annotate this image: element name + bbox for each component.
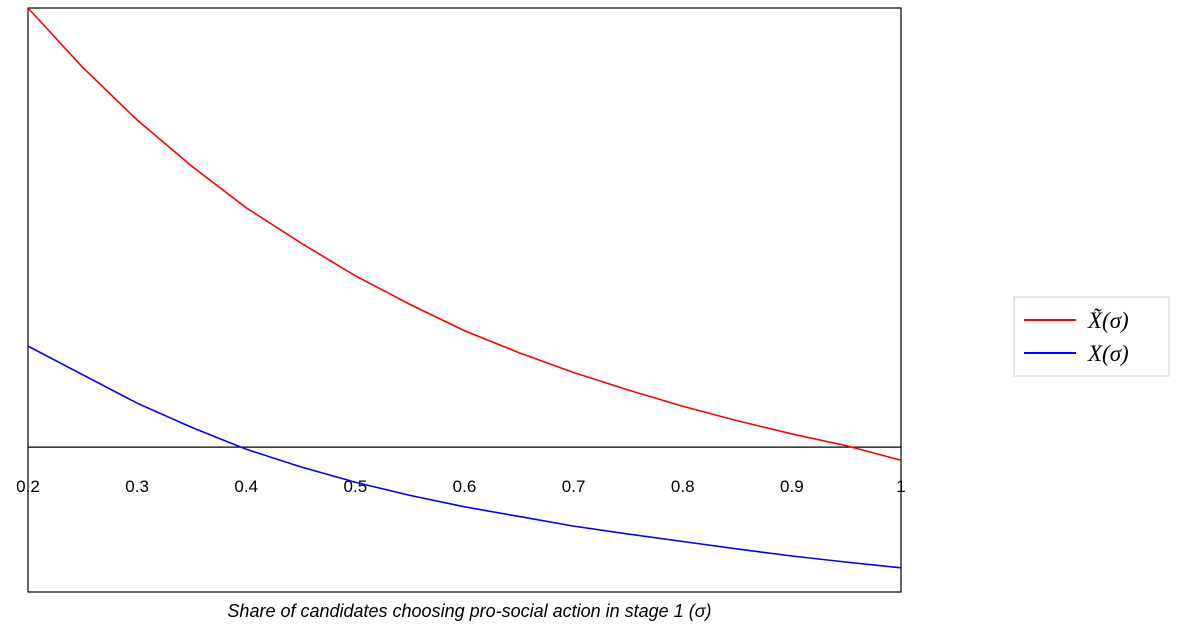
- series-line-x: [27, 345, 902, 569]
- x-tick-label: 0.9: [780, 477, 804, 496]
- x-tick-labels: 0.2 0.3 0.4 0.5 0.6 0.7 0.8 0.9 1: [16, 477, 906, 496]
- series-line-x-tilde: [27, 7, 902, 462]
- legend-label: X̃(σ): [1087, 307, 1129, 333]
- x-tick-label: 0.7: [562, 477, 586, 496]
- x-tick-label: 0.4: [234, 477, 258, 496]
- x-tick-label: 1: [896, 477, 905, 496]
- legend-label: X(σ): [1087, 341, 1129, 366]
- x-tick-label: 0.2: [16, 477, 40, 496]
- series-layer: [27, 7, 902, 569]
- x-tick-label: 0.8: [671, 477, 695, 496]
- legend: X̃(σ) X(σ): [1013, 296, 1170, 377]
- x-tick-label: 0.5: [344, 477, 368, 496]
- x-tick-label: 0.3: [125, 477, 149, 496]
- plot-frame: [27, 7, 902, 593]
- x-tick-label: 0.6: [453, 477, 477, 496]
- x-axis-label: Share of candidates choosing pro-social …: [227, 601, 711, 621]
- legend-box: [1013, 296, 1170, 377]
